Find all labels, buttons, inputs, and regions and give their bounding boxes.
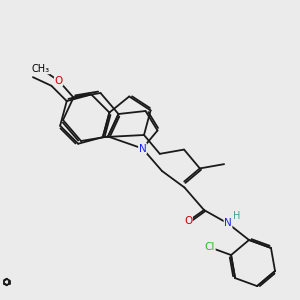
Text: N: N bbox=[224, 218, 232, 229]
Text: O: O bbox=[184, 216, 192, 226]
Text: N: N bbox=[139, 143, 146, 154]
Text: CH₃: CH₃ bbox=[32, 64, 50, 74]
Text: Cl: Cl bbox=[205, 242, 215, 252]
Text: H: H bbox=[233, 211, 241, 221]
Text: O: O bbox=[55, 76, 63, 85]
